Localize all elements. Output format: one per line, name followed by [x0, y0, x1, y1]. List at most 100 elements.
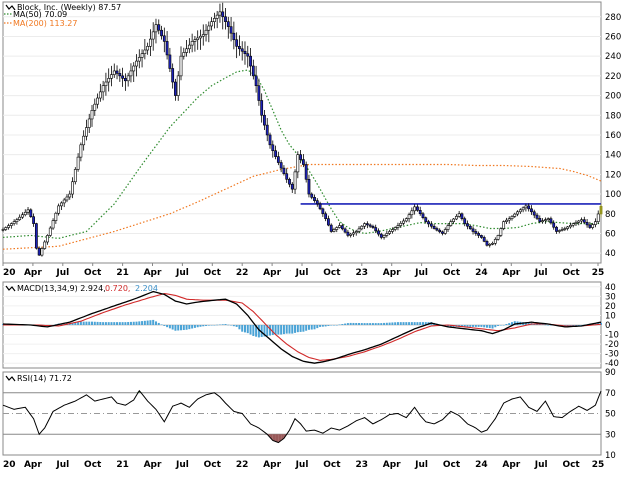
- macd-histogram-bar: [321, 325, 324, 327]
- price-candle: [338, 225, 341, 228]
- macd-histogram-bar: [310, 325, 313, 330]
- price-candle: [352, 232, 355, 235]
- price-candle: [101, 85, 105, 93]
- rsi-oversold-fill: [281, 434, 284, 441]
- price-y-tick-label: 280: [605, 13, 621, 23]
- macd-histogram-bar: [385, 322, 388, 325]
- price-candle: [34, 223, 38, 249]
- price-candle: [596, 213, 600, 222]
- macd-histogram-bar: [168, 325, 171, 329]
- macd-histogram-bar: [541, 324, 544, 325]
- macd-histogram-bar: [77, 322, 80, 325]
- macd-histogram-bar: [352, 322, 355, 325]
- price-candle: [207, 25, 211, 31]
- price-candle: [552, 222, 556, 228]
- price-candle: [307, 178, 311, 195]
- macd-histogram-bar: [391, 322, 394, 325]
- macd-histogram-bar: [157, 322, 160, 325]
- price-candle: [557, 230, 561, 232]
- macd-histogram-bar: [544, 324, 547, 326]
- price-candle: [594, 221, 597, 225]
- price-candle: [582, 219, 586, 223]
- rsi-x-tick-label: Jul: [295, 460, 309, 470]
- price-candle: [479, 235, 483, 238]
- macd-histogram-bar: [569, 325, 572, 326]
- macd-histogram-bar: [408, 322, 411, 325]
- macd-histogram-bar: [68, 323, 71, 325]
- macd-line: [2, 290, 602, 364]
- price-x-tick-label: Apr: [24, 268, 42, 278]
- price-candle: [518, 209, 522, 213]
- price-x-tick-label: Apr: [383, 268, 401, 278]
- macd-histogram-bar: [291, 325, 294, 334]
- price-candle: [257, 85, 261, 101]
- ma200-line: [2, 163, 602, 250]
- price-candle: [577, 220, 581, 223]
- macd-histogram-bar: [149, 320, 152, 325]
- price-candle: [532, 211, 536, 216]
- price-candle: [168, 54, 172, 69]
- macd-histogram-bar: [466, 325, 469, 327]
- macd-histogram-bar: [118, 322, 121, 325]
- macd-legend-icon: [5, 285, 16, 292]
- price-candle: [527, 205, 531, 210]
- rsi-x-tick-label: Jul: [414, 460, 428, 470]
- price-y-tick-label: 260: [605, 32, 621, 42]
- price-candle: [379, 233, 383, 238]
- rsi-x-tick-label: Apr: [263, 460, 281, 470]
- macd-histogram-bar: [508, 323, 511, 325]
- macd-histogram-bar: [577, 325, 580, 326]
- price-candle: [146, 46, 150, 51]
- price-candle: [474, 231, 478, 234]
- price-candle: [76, 156, 80, 170]
- macd-histogram-bar: [449, 325, 452, 327]
- price-candle: [65, 196, 69, 201]
- rsi-y-tick-label: 30: [605, 430, 616, 440]
- macd-histogram-bar: [335, 325, 338, 326]
- price-candle: [521, 207, 525, 211]
- macd-histogram-bar: [416, 322, 419, 325]
- price-candle: [460, 213, 464, 219]
- price-x-tick-label: Jul: [295, 268, 309, 278]
- macd-histogram-bar: [180, 325, 183, 331]
- macd-histogram-bar: [99, 322, 102, 325]
- price-candle: [571, 223, 575, 226]
- price-candle: [185, 48, 188, 53]
- macd-histogram-bar: [513, 321, 516, 325]
- macd-histogram-bar: [421, 322, 424, 325]
- macd-histogram-bar: [182, 325, 185, 331]
- price-candle: [441, 231, 444, 234]
- price-candle: [23, 211, 27, 216]
- rsi-x-tick-label: Oct: [443, 460, 461, 470]
- price-candle: [123, 78, 127, 82]
- macd-histogram-bar: [377, 323, 380, 325]
- macd-histogram-bar: [547, 325, 550, 326]
- macd-histogram-bar: [294, 325, 297, 333]
- price-x-tick-label: Oct: [562, 268, 580, 278]
- price-x-tick-label: Oct: [84, 268, 102, 278]
- macd-histogram-bar: [285, 325, 288, 334]
- chart-logo-icon: [5, 4, 16, 11]
- macd-histogram-bar: [600, 322, 602, 325]
- price-candle: [569, 224, 572, 228]
- price-candle: [343, 228, 347, 233]
- price-candle: [79, 144, 83, 158]
- price-candle: [135, 60, 138, 67]
- price-candle: [73, 169, 77, 183]
- macd-histogram-bar: [572, 325, 575, 326]
- price-candle: [524, 205, 528, 209]
- price-candle: [502, 221, 506, 229]
- price-candle: [15, 219, 19, 222]
- macd-histogram-bar: [154, 321, 157, 325]
- price-candle: [162, 35, 166, 42]
- price-candle: [310, 193, 314, 198]
- macd-y-tick-label: 10: [605, 311, 616, 321]
- price-candle: [477, 233, 481, 236]
- macd-histogram-bar: [163, 325, 166, 326]
- price-candle: [493, 239, 497, 244]
- price-candle: [588, 224, 592, 228]
- price-candle: [121, 75, 125, 79]
- macd-histogram-bar: [177, 325, 180, 331]
- macd-y-tick-label: 20: [605, 302, 616, 312]
